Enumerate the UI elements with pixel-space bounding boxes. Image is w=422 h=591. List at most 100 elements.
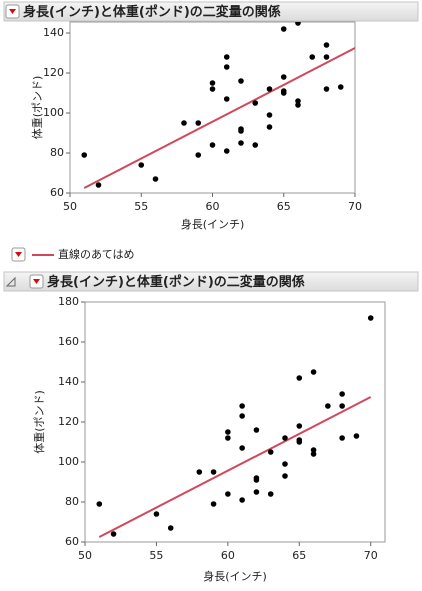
point	[238, 78, 244, 84]
y-tick-label: 120	[43, 66, 64, 79]
y-tick-label: 160	[58, 335, 79, 348]
point	[280, 26, 287, 32]
point	[195, 152, 202, 158]
x-tick-label: 50	[78, 549, 92, 562]
point	[209, 142, 216, 148]
point	[239, 497, 245, 503]
point	[239, 413, 245, 419]
y-tick-label: 80	[65, 495, 79, 508]
fit-line	[83, 47, 355, 189]
x-tick-label: 65	[277, 200, 291, 213]
point	[296, 439, 303, 445]
plot-frame	[84, 301, 386, 543]
x-axis-label: 身長(インチ)	[203, 569, 267, 583]
fit-line	[98, 396, 372, 538]
point	[295, 22, 301, 26]
point	[266, 86, 273, 92]
collapse-toggle[interactable]	[5, 276, 16, 287]
y-tick-label: 120	[58, 415, 79, 428]
y-tick-label: 100	[43, 106, 64, 119]
point	[195, 120, 202, 126]
x-tick-label: 55	[149, 549, 163, 562]
point	[223, 64, 230, 70]
point	[323, 42, 330, 48]
point	[238, 140, 244, 146]
point	[223, 54, 230, 60]
point	[282, 435, 288, 441]
y-axis-label: 体重(ポンド)	[30, 76, 44, 140]
header-bar	[3, 1, 419, 22]
x-tick-label: 65	[292, 549, 306, 562]
point	[223, 96, 230, 102]
point	[110, 531, 117, 537]
point	[81, 152, 88, 158]
point	[310, 369, 317, 375]
point	[225, 491, 231, 497]
point	[252, 142, 259, 148]
point	[253, 489, 260, 495]
point	[152, 176, 159, 182]
point	[210, 469, 217, 475]
y-tick-label: 60	[65, 535, 79, 548]
point	[209, 86, 216, 92]
x-tick-label: 50	[63, 200, 77, 213]
y-tick-label: 180	[58, 295, 79, 308]
y-tick-label: 100	[58, 455, 79, 468]
menu-arrow	[9, 9, 16, 14]
y-tick-label: 80	[50, 146, 64, 159]
x-tick-label: 70	[348, 200, 362, 213]
x-tick-label: 60	[206, 200, 220, 213]
point	[282, 473, 288, 479]
chart-title: 身長(インチ)と体重(ポンド)の二変量の関係	[47, 274, 305, 290]
point	[337, 84, 344, 90]
point	[238, 128, 244, 134]
point	[210, 501, 217, 507]
point	[253, 427, 260, 433]
y-tick-label: 60	[50, 186, 64, 199]
x-tick-label: 60	[221, 549, 235, 562]
point	[295, 102, 301, 108]
point	[367, 315, 374, 321]
point	[253, 477, 260, 483]
point	[296, 423, 303, 429]
point	[280, 74, 287, 80]
y-tick-label: 140	[58, 375, 79, 388]
point	[225, 429, 231, 435]
point	[296, 375, 303, 381]
point	[239, 445, 245, 451]
point	[167, 525, 174, 531]
point	[353, 433, 360, 439]
point	[96, 501, 103, 507]
x-tick-label: 70	[364, 549, 378, 562]
point	[267, 491, 274, 497]
point	[280, 90, 287, 96]
point	[323, 54, 330, 60]
point	[325, 403, 331, 409]
point	[310, 447, 317, 453]
point	[310, 451, 317, 457]
point	[266, 124, 273, 130]
plot-frame	[69, 21, 356, 194]
x-axis-label: 身長(インチ)	[181, 217, 245, 231]
point	[339, 435, 345, 441]
plot-area	[81, 22, 355, 189]
point	[266, 112, 273, 118]
point	[282, 461, 288, 467]
point	[225, 435, 231, 441]
point	[323, 86, 330, 92]
point	[339, 403, 345, 409]
point	[223, 148, 230, 154]
point	[95, 182, 102, 188]
point	[196, 469, 203, 475]
point	[181, 120, 187, 126]
menu-arrow	[33, 279, 40, 284]
point	[309, 54, 316, 60]
point	[267, 449, 274, 455]
point	[295, 98, 301, 104]
point	[239, 403, 245, 409]
chart-title: 身長(インチ)と体重(ポンド)の二変量の関係	[23, 4, 281, 20]
x-tick-label: 55	[134, 200, 148, 213]
point	[209, 80, 216, 86]
legend-label: 直線のあてはめ	[58, 247, 135, 261]
